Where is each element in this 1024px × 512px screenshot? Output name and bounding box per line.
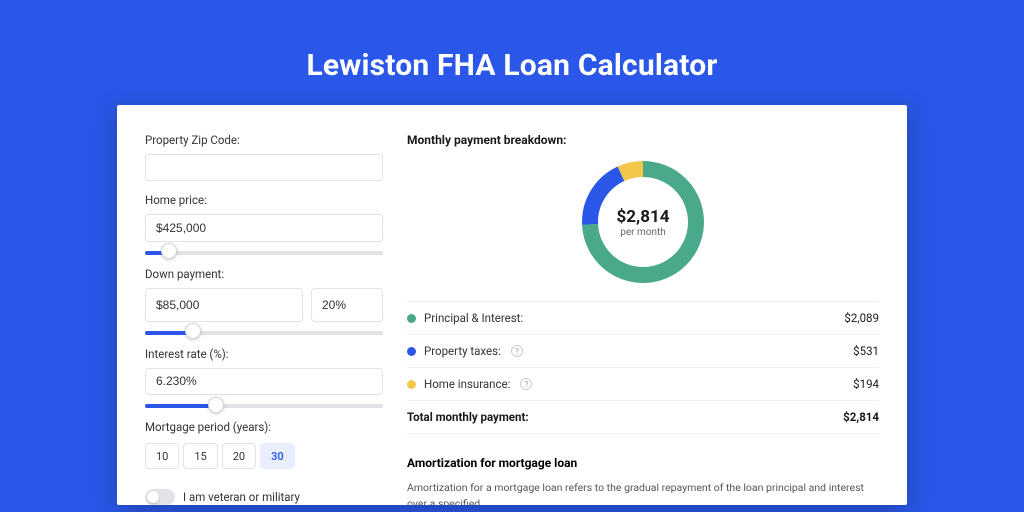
- legend: Principal & Interest: $2,089 Property taxe…: [407, 301, 879, 400]
- zip-label: Property Zip Code:: [145, 133, 383, 147]
- donut-chart: $2,814 per month: [582, 161, 704, 283]
- legend-value: $531: [853, 344, 879, 358]
- amortization-title: Amortization for mortgage loan: [407, 456, 879, 470]
- legend-label: Property taxes:: [424, 344, 501, 358]
- donut-amount: $2,814: [617, 207, 670, 227]
- period-option-30[interactable]: 30: [260, 443, 295, 469]
- legend-row: Property taxes:? $531: [407, 334, 879, 367]
- legend-row: Home insurance:? $194: [407, 367, 879, 400]
- amortization-text: Amortization for a mortgage loan refers …: [407, 480, 879, 505]
- period-option-15[interactable]: 15: [183, 443, 217, 469]
- slider-thumb[interactable]: [161, 243, 177, 259]
- veteran-toggle[interactable]: [145, 489, 175, 505]
- info-icon[interactable]: ?: [520, 378, 532, 390]
- breakdown-title: Monthly payment breakdown:: [407, 133, 879, 147]
- legend-value: $194: [853, 377, 879, 391]
- period-options: 10152030: [145, 443, 383, 469]
- interest-input[interactable]: [145, 368, 383, 395]
- total-row: Total monthly payment: $2,814: [407, 400, 879, 434]
- donut-sub: per month: [620, 227, 666, 238]
- legend-dot: [407, 314, 416, 323]
- slider-thumb[interactable]: [208, 397, 224, 413]
- home-price-label: Home price:: [145, 193, 383, 207]
- down-payment-label: Down payment:: [145, 267, 383, 281]
- page-title: Lewiston FHA Loan Calculator: [306, 48, 717, 83]
- down-payment-slider[interactable]: [145, 326, 383, 337]
- zip-input[interactable]: [145, 154, 383, 181]
- legend-dot: [407, 380, 416, 389]
- info-icon[interactable]: ?: [511, 345, 523, 357]
- slider-thumb[interactable]: [185, 323, 201, 339]
- legend-value: $2,089: [844, 311, 879, 325]
- veteran-row: I am veteran or military: [145, 489, 383, 505]
- total-value: $2,814: [843, 410, 879, 424]
- period-option-10[interactable]: 10: [145, 443, 179, 469]
- breakdown-panel: Monthly payment breakdown: $2,814 per mo…: [407, 133, 879, 505]
- down-payment-input[interactable]: [145, 288, 303, 322]
- legend-dot: [407, 347, 416, 356]
- legend-label: Principal & Interest:: [424, 311, 523, 325]
- legend-row: Principal & Interest: $2,089: [407, 301, 879, 334]
- calculator-card: Property Zip Code: Home price: Down paym…: [117, 105, 907, 505]
- period-option-20[interactable]: 20: [222, 443, 256, 469]
- period-label: Mortgage period (years):: [145, 420, 383, 434]
- total-label: Total monthly payment:: [407, 410, 529, 424]
- hero-section: Lewiston FHA Loan Calculator Property Zi…: [0, 0, 1024, 512]
- down-payment-pct-input[interactable]: [311, 288, 383, 322]
- home-price-input[interactable]: [145, 214, 383, 241]
- interest-slider[interactable]: [145, 399, 383, 410]
- home-price-slider[interactable]: [145, 246, 383, 257]
- veteran-label: I am veteran or military: [183, 490, 300, 504]
- form-panel: Property Zip Code: Home price: Down paym…: [145, 133, 383, 505]
- interest-label: Interest rate (%):: [145, 347, 383, 361]
- donut-area: $2,814 per month: [407, 157, 879, 301]
- legend-label: Home insurance:: [424, 377, 510, 391]
